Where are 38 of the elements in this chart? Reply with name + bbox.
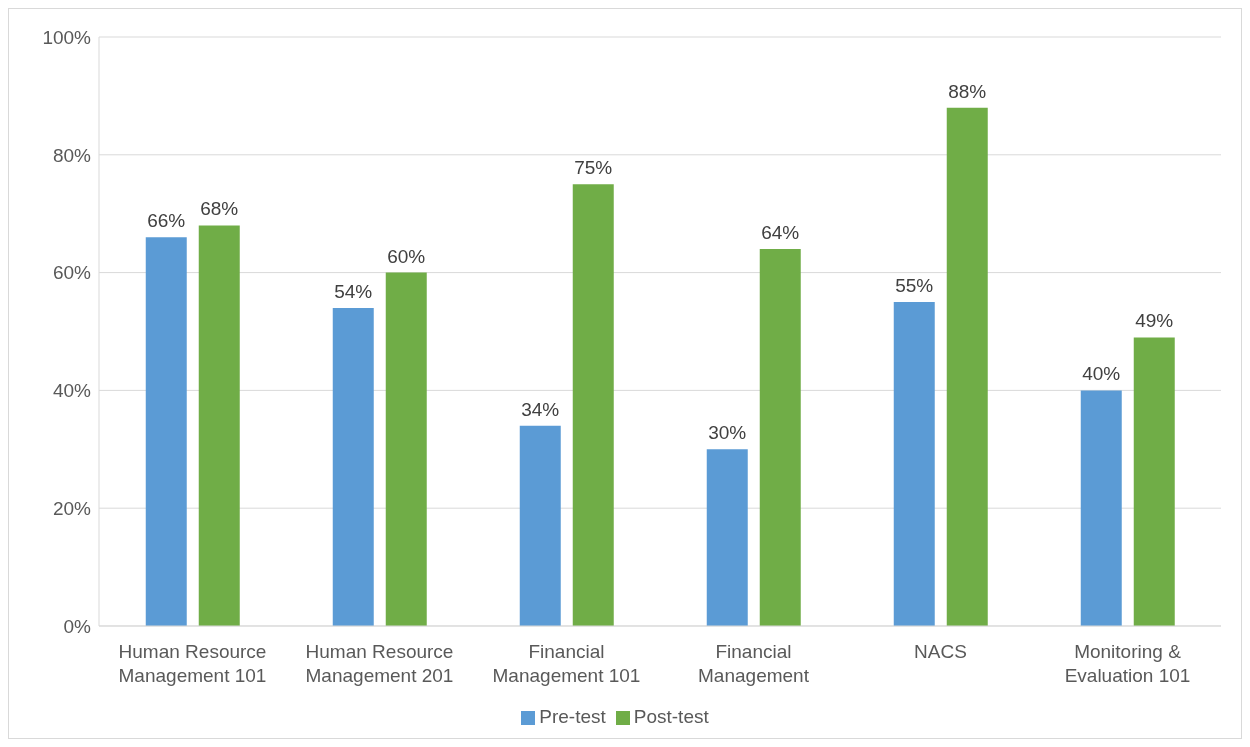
x-tick-label: Monitoring & Evaluation 101 [1064, 641, 1191, 686]
data-label: 55% [895, 275, 934, 297]
data-label: 49% [1135, 310, 1174, 332]
y-tick-label: 0% [63, 615, 92, 637]
data-label: 75% [574, 157, 613, 179]
y-tick-label: 60% [52, 262, 92, 284]
data-label: 88% [948, 80, 987, 102]
data-label: 30% [708, 422, 747, 444]
bar [1133, 337, 1175, 626]
bar [946, 107, 988, 626]
bar [759, 249, 801, 626]
y-tick-label: 80% [52, 144, 92, 166]
bar [706, 449, 748, 626]
data-label: 64% [761, 222, 800, 244]
data-label: 60% [387, 245, 426, 267]
bar [385, 272, 427, 626]
bar [519, 425, 561, 626]
bar [198, 225, 240, 626]
x-tick-label: Financial Management [698, 641, 810, 686]
bar [572, 184, 614, 626]
bar [145, 237, 187, 626]
bar [332, 307, 374, 626]
x-tick-label: Human Resource Management 201 [305, 641, 454, 686]
x-tick-label: NACS [914, 641, 967, 662]
data-label: 54% [334, 280, 373, 302]
data-label: 66% [147, 210, 186, 232]
x-tick-label: Human Resource Management 101 [118, 641, 267, 686]
x-tick-label: Financial Management 101 [492, 641, 641, 686]
bar [1080, 390, 1122, 626]
legend-label: Post-test [633, 706, 709, 727]
y-tick-label: 100% [42, 26, 92, 48]
bar [893, 302, 935, 626]
y-tick-label: 40% [52, 380, 92, 402]
data-label: 40% [1082, 363, 1121, 385]
data-label: 68% [200, 198, 239, 220]
data-label: 34% [521, 398, 560, 420]
y-tick-label: 20% [52, 497, 92, 519]
legend-label: Pre-test [539, 706, 606, 727]
